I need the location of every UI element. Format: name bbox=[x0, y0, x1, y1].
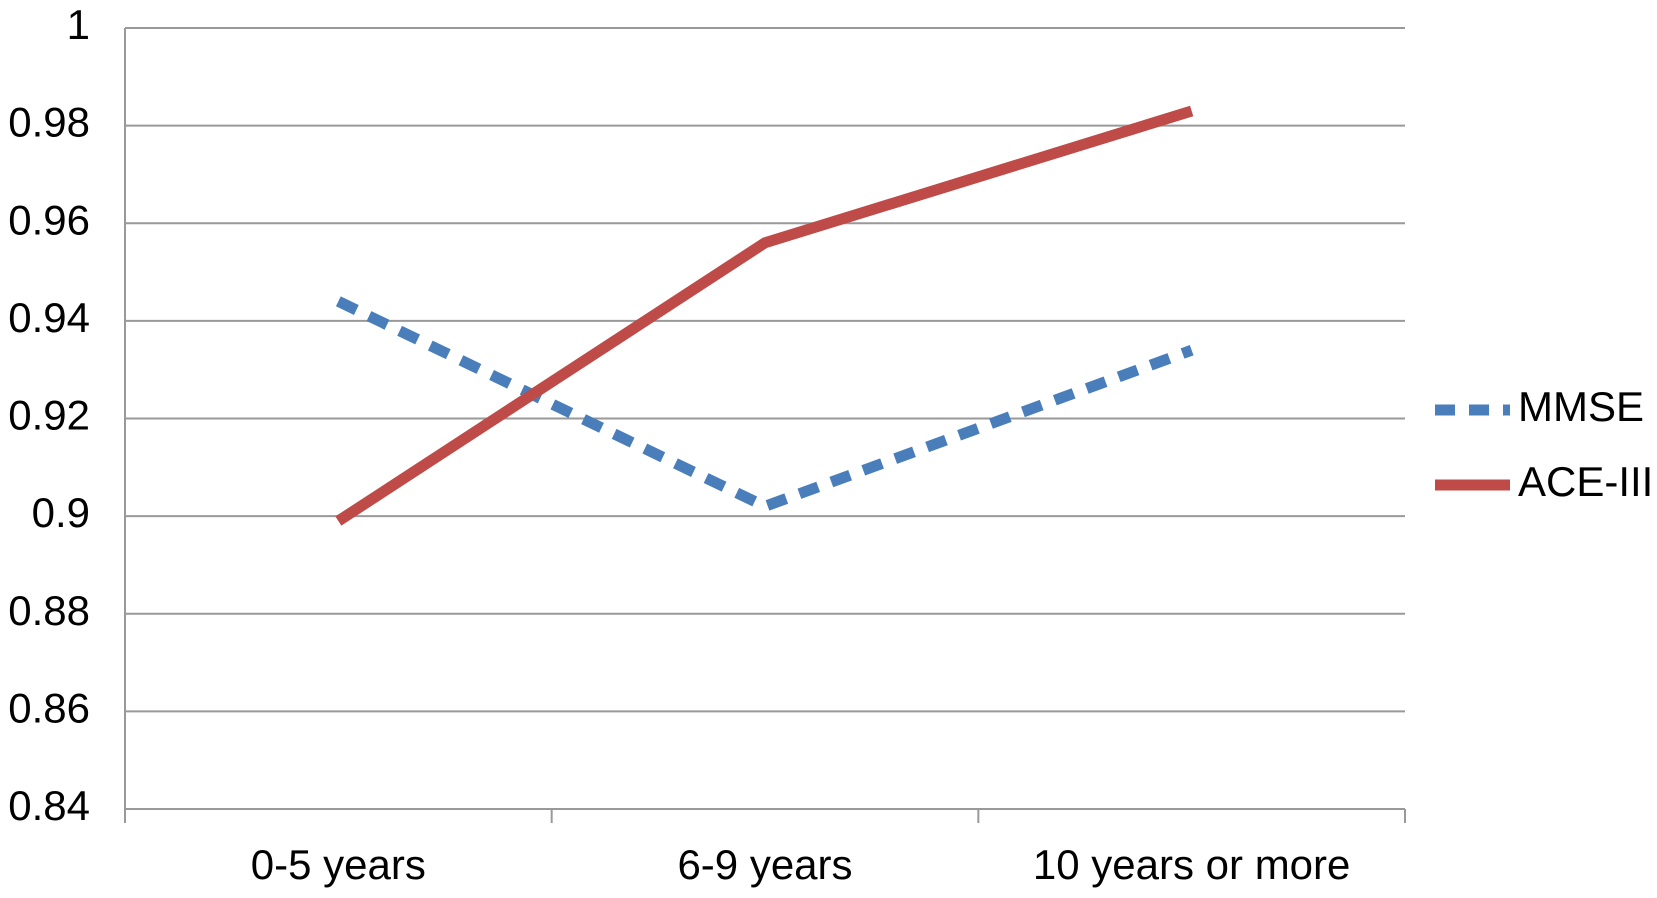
y-tick-label: 1 bbox=[67, 1, 90, 48]
y-tick-label: 0.9 bbox=[32, 489, 90, 536]
y-tick-label: 0.84 bbox=[8, 782, 90, 829]
y-tick-label: 0.98 bbox=[8, 99, 90, 146]
series-line bbox=[335, 105, 1194, 526]
y-tick-label: 0.86 bbox=[8, 684, 90, 731]
legend-label: MMSE bbox=[1518, 383, 1644, 430]
legend-label: ACE-III bbox=[1518, 458, 1653, 505]
x-tick-label: 6-9 years bbox=[677, 841, 852, 888]
y-tick-label: 0.92 bbox=[8, 392, 90, 439]
x-tick-label: 10 years or more bbox=[1033, 841, 1350, 888]
y-tick-label: 0.88 bbox=[8, 587, 90, 634]
y-tick-label: 0.94 bbox=[8, 294, 90, 341]
y-tick-label: 0.96 bbox=[8, 196, 90, 243]
x-tick-label: 0-5 years bbox=[251, 841, 426, 888]
series-line bbox=[335, 296, 1194, 513]
